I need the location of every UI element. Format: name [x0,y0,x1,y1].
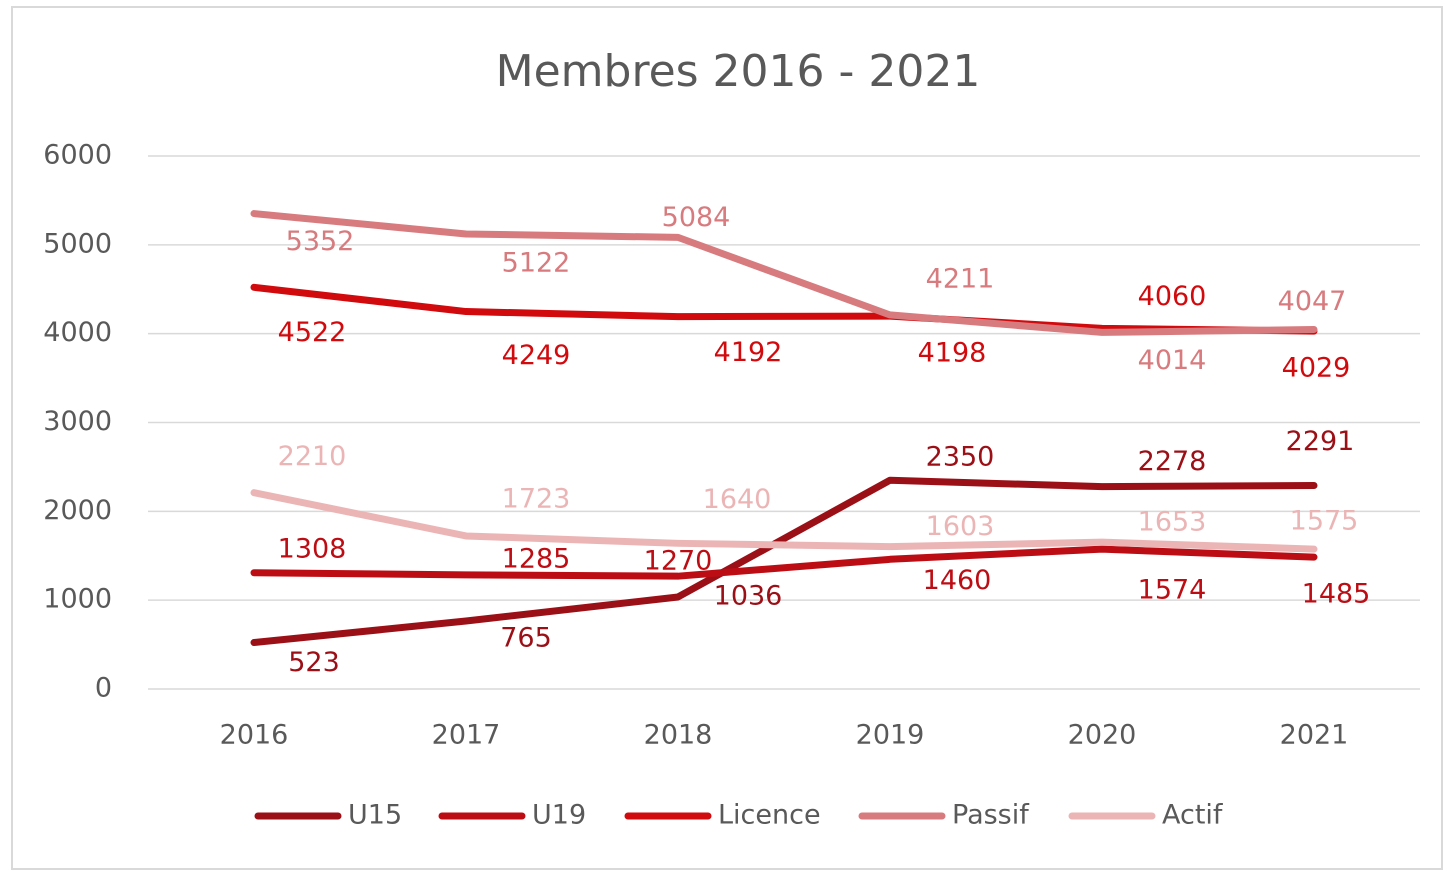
legend-label: U15 [348,800,402,831]
x-tick-label: 2020 [1068,720,1137,751]
data-label: 4060 [1138,281,1207,312]
data-label: 4047 [1278,286,1347,317]
data-label: 1460 [923,565,992,596]
data-label: 1653 [1138,507,1207,538]
data-label: 1485 [1302,579,1371,610]
chart-title: Membres 2016 - 2021 [496,46,981,97]
data-label: 1036 [714,580,783,611]
data-label: 765 [500,623,552,654]
x-tick-label: 2019 [856,720,925,751]
x-tick-label: 2021 [1280,720,1349,751]
data-label: 4522 [278,317,347,348]
x-tick-label: 2018 [644,720,713,751]
y-tick-label: 6000 [43,140,112,171]
data-label: 1603 [926,511,995,542]
data-label: 1285 [502,543,571,574]
data-label: 1574 [1138,575,1207,606]
data-label: 5084 [662,202,731,233]
data-label: 2278 [1138,446,1207,477]
data-label: 2291 [1286,426,1355,457]
series-line [250,210,1318,336]
legend-label: Passif [952,800,1030,831]
y-tick-label: 4000 [43,317,112,348]
series-line [250,476,1318,647]
x-tick-label: 2016 [220,720,289,751]
data-label: 1640 [703,484,772,515]
data-label: 4211 [926,263,995,294]
data-label: 4029 [1282,353,1351,384]
legend-label: Actif [1162,800,1224,831]
data-label: 1308 [278,533,347,564]
data-label: 4249 [502,340,571,371]
y-tick-label: 1000 [43,584,112,615]
series-line [250,545,1318,580]
data-label: 5122 [502,247,571,278]
data-label: 1270 [644,546,713,577]
y-tick-label: 3000 [43,406,112,437]
data-label: 2350 [926,442,995,473]
data-label: 2210 [278,441,347,472]
y-tick-label: 2000 [43,495,112,526]
data-label: 4014 [1138,345,1207,376]
data-label: 1575 [1290,506,1359,537]
series-line [250,489,1318,553]
legend-label: Licence [718,800,821,831]
data-label: 1723 [502,483,571,514]
chart-frame [11,6,1443,870]
x-tick-label: 2017 [432,720,501,751]
data-label: 4192 [714,337,783,368]
data-label: 523 [288,647,340,678]
data-label: 4198 [918,338,987,369]
legend-label: U19 [532,800,586,831]
y-tick-label: 5000 [43,228,112,259]
y-tick-label: 0 [95,673,112,704]
data-label: 5352 [286,226,355,257]
